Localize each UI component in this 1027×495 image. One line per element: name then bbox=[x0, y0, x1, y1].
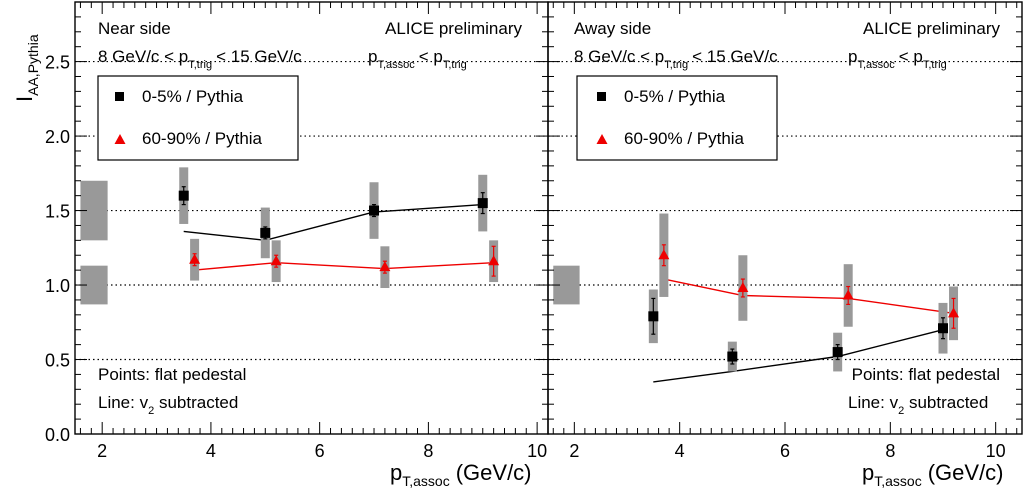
x-tick-label: 6 bbox=[780, 441, 790, 461]
normalization-boxes bbox=[80, 180, 108, 305]
data-point-square bbox=[369, 205, 380, 216]
data-point-triangle bbox=[270, 255, 282, 266]
data-point-square bbox=[648, 311, 659, 322]
v2-subtracted-line bbox=[183, 203, 483, 242]
legend-marker-triangle bbox=[114, 134, 126, 144]
x-axis-title-left: pT,assoc (GeV/c) bbox=[390, 460, 532, 489]
series-lines bbox=[183, 203, 494, 271]
points-note: Points: flat pedestal bbox=[852, 365, 1000, 384]
x-tick-label: 2 bbox=[569, 441, 579, 461]
data-point-triangle bbox=[842, 289, 854, 300]
data-point-triangle bbox=[379, 261, 391, 272]
data-marks bbox=[178, 167, 500, 289]
data-point-square bbox=[938, 323, 948, 334]
panel-away-side: 2 4 6 8 10 Away side ALICE preliminary 8 GeV… bbox=[547, 1, 1023, 461]
data-point-triangle bbox=[658, 249, 670, 260]
x-tick-label: 2 bbox=[97, 441, 107, 461]
panel-title: Away side bbox=[574, 19, 651, 38]
x-tick-label: 4 bbox=[675, 441, 685, 461]
line-note: Line: v2 subtracted bbox=[98, 393, 238, 417]
data-point-square bbox=[260, 227, 271, 238]
v2-subtracted-line bbox=[663, 278, 954, 314]
axes: 2 4 6 8 10 0.0 0.5 1.0 1.5 2.0 2.5 bbox=[45, 1, 549, 461]
x-axis-title-right: pT,assoc (GeV/c) bbox=[862, 460, 1004, 489]
trigger-cut-label: 8 GeV/c < pT,trig < 15 GeV/c bbox=[98, 47, 302, 71]
y-axis-title: IAA,Pythia bbox=[12, 34, 41, 102]
data-point-square bbox=[178, 190, 189, 201]
y-tick-label: 2.5 bbox=[45, 53, 70, 73]
legend-entry: 60-90% / Pythia bbox=[624, 129, 745, 148]
data-point-square bbox=[832, 347, 843, 358]
legend-marker-square bbox=[115, 92, 124, 101]
assoc-cut-label: pT,assoc < pT,trig bbox=[368, 47, 467, 71]
y-tick-label: 1.5 bbox=[45, 202, 70, 222]
y-tick-label: 1.0 bbox=[45, 276, 70, 296]
data-point-square bbox=[477, 198, 488, 209]
preliminary-label: ALICE preliminary bbox=[863, 19, 1000, 38]
legend-marker-square bbox=[597, 92, 606, 101]
legend-entry: 60-90% / Pythia bbox=[142, 129, 263, 148]
line-note: Line: v2 subtracted bbox=[848, 393, 988, 417]
data-marks bbox=[648, 213, 960, 372]
y-tick-label: 2.0 bbox=[45, 127, 70, 147]
axes: 2 4 6 8 10 bbox=[547, 1, 1023, 461]
data-point-triangle bbox=[737, 282, 749, 293]
x-tick-label: 4 bbox=[206, 441, 216, 461]
x-tick-label: 8 bbox=[885, 441, 895, 461]
legend-marker-triangle bbox=[596, 134, 608, 144]
x-tick-label: 6 bbox=[315, 441, 325, 461]
panel-title: Near side bbox=[98, 19, 171, 38]
trigger-cut-label: 8 GeV/c < pT,trig < 15 GeV/c bbox=[574, 47, 778, 71]
v2-subtracted-line bbox=[194, 261, 494, 271]
legend: 0-5% / Pythia 60-90% / Pythia bbox=[97, 75, 299, 161]
v2-subtracted-line bbox=[653, 329, 944, 383]
assoc-cut-label: pT,assoc < pT,trig bbox=[848, 47, 947, 71]
x-tick-label: 10 bbox=[986, 441, 1006, 461]
legend: 0-5% / Pythia 60-90% / Pythia bbox=[576, 75, 778, 161]
y-tick-label: 0.5 bbox=[45, 351, 70, 371]
series-lines bbox=[653, 278, 954, 383]
data-point-triangle bbox=[948, 307, 960, 318]
data-point-triangle bbox=[189, 253, 201, 264]
preliminary-label: ALICE preliminary bbox=[385, 19, 522, 38]
legend-entry: 0-5% / Pythia bbox=[624, 87, 726, 106]
points-note: Points: flat pedestal bbox=[98, 365, 246, 384]
y-tick-label: 0.0 bbox=[45, 425, 70, 445]
data-point-square bbox=[727, 351, 738, 362]
panel-near-side: 2 4 6 8 10 0.0 0.5 1.0 1.5 2.0 2.5 Near side ALICE… bbox=[45, 1, 549, 461]
data-point-triangle bbox=[488, 255, 500, 266]
x-tick-label: 10 bbox=[527, 441, 547, 461]
legend-entry: 0-5% / Pythia bbox=[142, 87, 244, 106]
x-tick-label: 8 bbox=[423, 441, 433, 461]
